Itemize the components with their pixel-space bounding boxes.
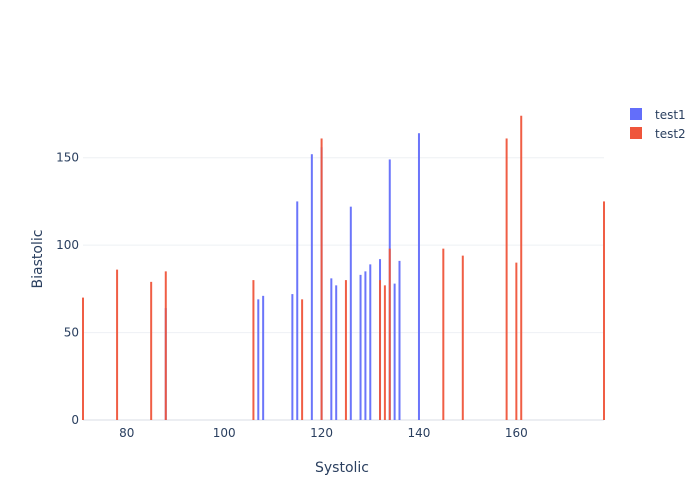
legend-item-test2[interactable]: test2	[630, 127, 686, 141]
bar-test1[interactable]	[310, 154, 313, 421]
bar-test2[interactable]	[520, 115, 523, 420]
x-axis-ticks: 80 100 120 140 160	[119, 426, 528, 440]
bars	[82, 115, 605, 421]
y-tick-label: 0	[71, 413, 79, 427]
bar-test1[interactable]	[359, 274, 362, 420]
bar-test1[interactable]	[291, 294, 294, 420]
bar-test1[interactable]	[330, 278, 333, 420]
x-tick-label: 120	[310, 426, 333, 440]
y-tick-label: 50	[64, 326, 79, 340]
bar-test1[interactable]	[335, 285, 338, 420]
bar-test1[interactable]	[369, 264, 372, 420]
y-tick-label: 100	[56, 238, 79, 252]
x-tick-label: 140	[408, 426, 431, 440]
legend-swatch-test2	[630, 127, 642, 139]
x-axis-title: Systolic	[315, 460, 369, 476]
gridlines	[83, 157, 604, 421]
bar-test2[interactable]	[388, 248, 391, 420]
bar-test2[interactable]	[379, 280, 382, 420]
legend[interactable]: test1 test2	[630, 108, 686, 141]
bar-test2[interactable]	[320, 138, 323, 420]
bar-test2[interactable]	[515, 262, 518, 420]
bar-test2[interactable]	[461, 255, 464, 420]
bar-test1[interactable]	[364, 271, 367, 420]
bar-test2[interactable]	[116, 269, 119, 420]
y-tick-label: 150	[56, 151, 79, 165]
bar-test2[interactable]	[150, 281, 153, 420]
bar-test1[interactable]	[262, 295, 265, 420]
bar-test1[interactable]	[257, 299, 260, 420]
bar-test2[interactable]	[383, 285, 386, 420]
bar-test1[interactable]	[349, 206, 352, 420]
x-tick-label: 80	[119, 426, 134, 440]
legend-item-test1[interactable]: test1	[630, 108, 686, 122]
legend-label-test2: test2	[655, 127, 686, 141]
y-axis-ticks: 0 50 100 150	[56, 151, 79, 427]
bar-test1[interactable]	[393, 283, 396, 420]
bar-test2[interactable]	[164, 271, 167, 420]
bar-test2[interactable]	[82, 297, 84, 420]
series-test2	[82, 115, 605, 420]
bar-test1[interactable]	[296, 201, 299, 420]
legend-swatch-test1	[630, 108, 642, 120]
bar-test2[interactable]	[442, 248, 445, 420]
x-tick-label: 160	[505, 426, 528, 440]
bar-test2[interactable]	[301, 299, 304, 420]
bar-test2[interactable]	[505, 138, 508, 420]
legend-label-test1: test1	[655, 108, 686, 122]
bar-test1[interactable]	[417, 133, 420, 420]
bar-test2[interactable]	[344, 280, 347, 420]
y-axis-title: Biastolic	[30, 230, 46, 289]
series-test1	[164, 133, 420, 421]
x-tick-label: 100	[213, 426, 236, 440]
bar-test1[interactable]	[398, 260, 401, 420]
bar-test2[interactable]	[603, 201, 605, 420]
bar-test2[interactable]	[252, 280, 255, 420]
